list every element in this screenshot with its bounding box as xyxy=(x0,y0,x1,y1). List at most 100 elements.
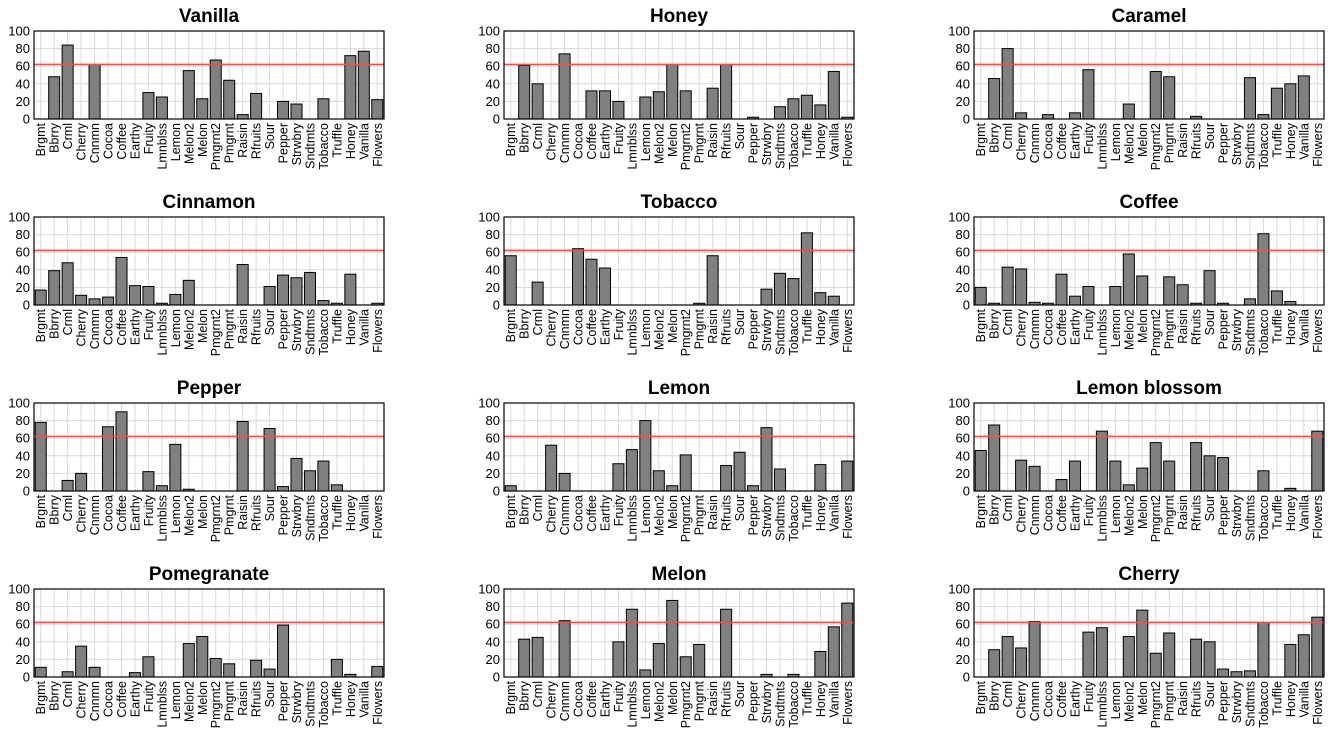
bar-sndtmts xyxy=(1243,670,1256,678)
bar-rfruits xyxy=(720,464,733,492)
x-tick-label: Earthy xyxy=(598,680,612,717)
x-tick-label: Strwbry xyxy=(290,680,304,723)
x-tick-label: Sndtmts xyxy=(1243,681,1257,727)
bar-raisin xyxy=(236,420,249,492)
x-tick-label: Melon2 xyxy=(652,495,666,536)
x-tick-label: Crml xyxy=(61,309,75,335)
bar-vanilla xyxy=(1297,634,1310,678)
chart-panel-cinnamon: 0 20 40 60 80 100 Brgmt Bbrry Crml Cherry Cnnmn Coc… xyxy=(8,192,384,356)
x-tick-label: Pmgrnt2 xyxy=(209,495,223,542)
chart-title: Pepper xyxy=(177,378,242,399)
x-tick-label: Cocoa xyxy=(1042,495,1056,531)
bar-melon2 xyxy=(182,70,195,120)
x-tick-label: Lmnblss xyxy=(1095,309,1109,356)
y-tick-label: 0 xyxy=(963,112,970,127)
y-tick-label: 80 xyxy=(956,41,970,56)
x-tick-label: Sndtmts xyxy=(773,123,787,169)
x-tick-label: Sour xyxy=(263,123,277,149)
x-tick-label: Cnnmn xyxy=(558,681,572,721)
x-tick-label: Bbrry xyxy=(48,122,62,153)
bar-bbrry xyxy=(988,424,1001,492)
bar-cherry xyxy=(1015,112,1028,120)
chart-plot: 0 20 40 60 80 100 Brgmt Bbrry Crml Cherry Cnnmn Coc… xyxy=(8,6,385,170)
x-tick-label: Rfruits xyxy=(720,309,734,345)
bar-earthy xyxy=(598,267,611,306)
bar-melon xyxy=(666,63,679,120)
x-tick-label: Lmnblss xyxy=(155,123,169,170)
x-tick-label: Melon xyxy=(666,309,680,343)
bar-earthy xyxy=(598,90,611,120)
x-tick-label: Sour xyxy=(263,495,277,521)
bar-honey xyxy=(814,650,827,678)
x-tick-label: Pmgrnt xyxy=(1163,122,1177,163)
y-tick-label: 60 xyxy=(16,245,30,260)
x-tick-label: Cocoa xyxy=(102,123,116,159)
bar-sndtmts xyxy=(303,271,316,306)
bar-bbrry xyxy=(518,638,531,678)
chart-title: Lemon xyxy=(648,378,710,399)
plot-background xyxy=(974,31,1324,119)
bar-lemon xyxy=(639,420,652,492)
bar-pepper xyxy=(1217,457,1230,492)
x-tick-label: Rfruits xyxy=(250,495,264,531)
x-tick-label: Pmgrnt2 xyxy=(679,495,693,542)
x-tick-label: Lemon xyxy=(1109,681,1123,719)
bar-tobacco xyxy=(317,300,330,306)
bar-flowers xyxy=(1311,430,1324,492)
x-tick-label: Sour xyxy=(733,123,747,149)
x-tick-label: Pmgrnt xyxy=(1163,308,1177,349)
bar-raisin xyxy=(706,87,719,120)
x-tick-label: Earthy xyxy=(128,308,142,345)
bar-honey xyxy=(814,464,827,492)
y-tick-label: 100 xyxy=(478,396,500,411)
y-tick-label: 20 xyxy=(486,652,500,667)
y-tick-label: 100 xyxy=(478,24,500,39)
x-tick-label: Crml xyxy=(61,123,75,149)
x-tick-label: Honey xyxy=(1284,494,1298,531)
bar-sndtmts xyxy=(1243,298,1256,306)
x-tick-label: Truffle xyxy=(800,681,814,716)
bar-rfruits xyxy=(720,63,733,120)
chart-panel-caramel: 0 20 40 60 80 100 Brgmt Bbrry Crml Cherry Cnnmn Coc… xyxy=(948,6,1324,170)
bar-honey xyxy=(814,104,827,120)
x-tick-label: Rfruits xyxy=(720,123,734,159)
bar-melon2 xyxy=(1122,636,1135,678)
x-tick-label: Coffee xyxy=(1055,309,1069,346)
bar-melon2 xyxy=(652,643,665,678)
plot-frame xyxy=(33,30,385,120)
bar-brgmt xyxy=(504,485,517,492)
x-tick-label: Pmgrnt2 xyxy=(1149,495,1163,542)
x-tick-label: Truffle xyxy=(1270,495,1284,530)
x-tick-label: Fruity xyxy=(142,680,156,712)
x-tick-label: Coffee xyxy=(115,495,129,532)
bar-vanilla xyxy=(827,295,840,306)
y-tick-label: 40 xyxy=(16,448,30,463)
y-tick-label: 80 xyxy=(486,599,500,614)
x-tick-label: Melon2 xyxy=(652,309,666,350)
bar-pepper xyxy=(277,624,290,678)
x-tick-label: Melon2 xyxy=(1122,681,1136,722)
x-tick-label: Tobacco xyxy=(1257,495,1271,542)
y-tick-label: 80 xyxy=(16,413,30,428)
bar-fruity xyxy=(612,463,625,492)
chart-plot: 0 20 40 60 80 100 Brgmt Bbrry Crml Cherry Cnnmn Coc… xyxy=(478,6,854,170)
y-tick-label: 80 xyxy=(956,227,970,242)
x-tick-label: Raisin xyxy=(1176,681,1190,716)
x-tick-label: Coffee xyxy=(585,495,599,532)
bar-raisin xyxy=(1176,284,1189,306)
x-tick-label: Truffle xyxy=(330,681,344,716)
bar-fruity xyxy=(142,471,155,492)
chart-plot: 0 20 40 60 80 100 Brgmt Bbrry Crml Cherry Cnnmn Coc… xyxy=(8,192,384,356)
x-tick-label: Cocoa xyxy=(1042,681,1056,717)
x-tick-label: Fruity xyxy=(1082,308,1096,340)
bar-pmgrnt2 xyxy=(679,454,692,492)
x-tick-label: Brgmt xyxy=(974,122,988,156)
bar-flowers xyxy=(371,665,384,678)
bar-fruity xyxy=(1082,69,1095,120)
bar-crml xyxy=(61,262,74,306)
x-tick-label: Rfruits xyxy=(250,681,264,717)
bar-bbrry xyxy=(988,78,1001,120)
x-tick-label: Honey xyxy=(814,494,828,531)
x-tick-label: Raisin xyxy=(1176,309,1190,344)
y-tick-label: 100 xyxy=(8,582,30,597)
